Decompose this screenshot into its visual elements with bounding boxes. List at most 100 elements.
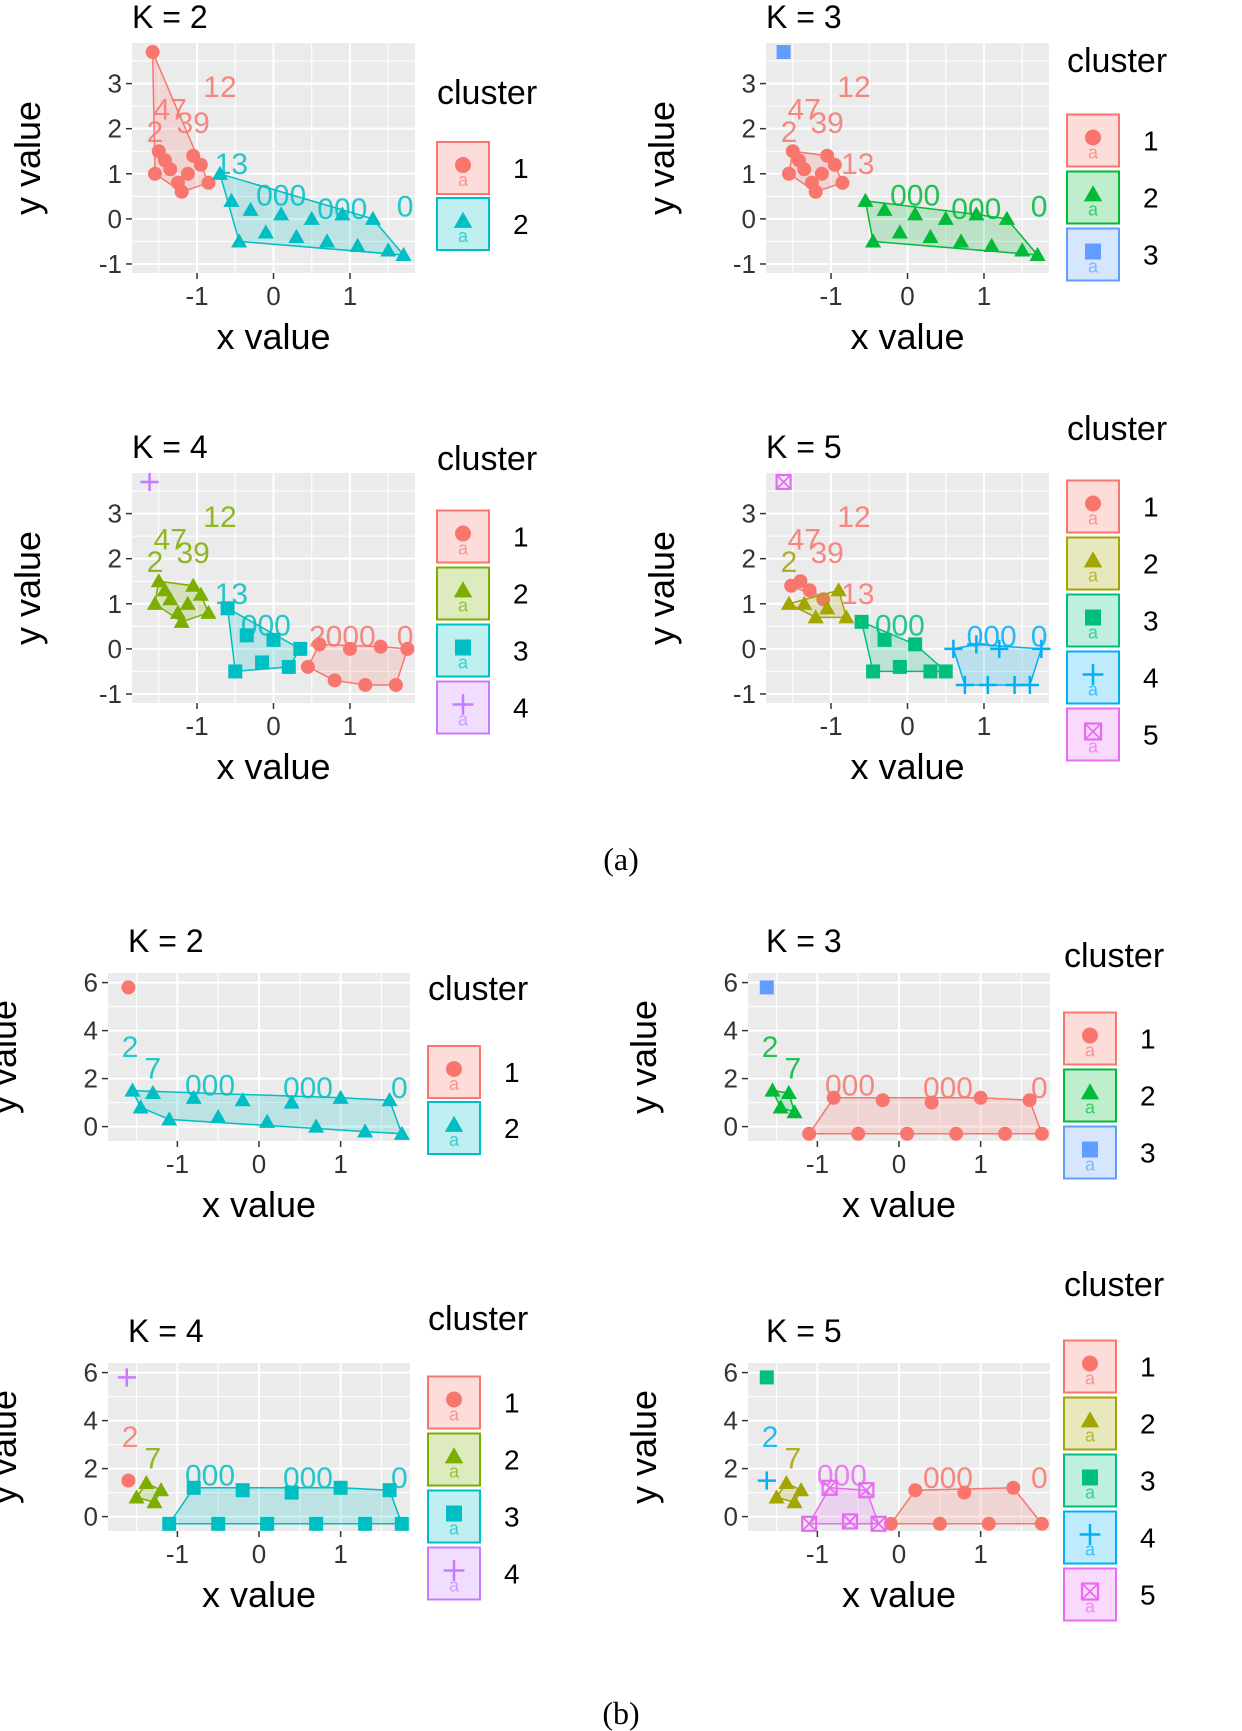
chart-b-k2-point-2-8 xyxy=(283,1094,300,1109)
chart-a-k5-label-1-0: 12 xyxy=(837,501,870,534)
chart-b-k2-legend-key-1 xyxy=(427,1045,481,1099)
chart-b-k3-label-2-0: 2 xyxy=(762,1031,779,1064)
chart-b-k3-point-1-1-mark xyxy=(826,1090,841,1105)
chart-a-k5-legend-symbol-1 xyxy=(1085,495,1101,512)
chart-b-k4-point-3-8 xyxy=(358,1516,373,1531)
chart-b-k3-legend-symbol-3-mark xyxy=(1082,1141,1098,1158)
chart-a-k4-point-1-5 xyxy=(373,639,388,654)
chart-b-k5-point-1-5 xyxy=(1006,1480,1021,1495)
chart-a-k3-point-1-5-mark xyxy=(808,184,823,199)
chart-b-k3-xtick-0: -1 xyxy=(806,1149,829,1179)
chart-a-k5-series-5 xyxy=(775,473,792,491)
chart-a-k4-point-3-6-mark xyxy=(293,641,308,656)
chart-a-k5-point-3-2-mark xyxy=(877,632,892,647)
chart-a-k4-point-2-0-mark xyxy=(146,595,163,610)
chart-b-k4-point-3-3 xyxy=(235,1483,250,1498)
chart-b-k3-label-1-2: 0 xyxy=(1031,1072,1048,1105)
chart-a-k3-point-2-5 xyxy=(922,228,939,243)
chart-a-k5-legend-symbol-4 xyxy=(1082,664,1104,685)
chart-a-k3-label-2-1: 000 xyxy=(951,193,1001,226)
chart-b-k2-point-2-6-mark xyxy=(234,1092,251,1107)
chart-a-k2-point-1-10 xyxy=(201,175,216,190)
chart-b-k5-title: K = 5 xyxy=(766,1313,842,1349)
chart-b-k2-point-1-0-mark xyxy=(121,980,136,995)
chart-a-k4-label-3-1: 000 xyxy=(241,609,291,642)
chart-a-k2-point-2-8 xyxy=(318,233,336,248)
chart-b-k5-point-1-4-mark xyxy=(981,1516,996,1531)
chart-a-k5-legend-label-3: 3 xyxy=(1143,606,1159,637)
chart-a-k5-point-4-5 xyxy=(1005,675,1024,695)
chart-a-k2-point-1-7-mark xyxy=(180,166,195,181)
chart-a-k3-legend-symbol-1 xyxy=(1085,129,1101,146)
chart-b-k2-point-2-5 xyxy=(210,1108,227,1124)
chart-a-k5-legend-symbol-3-mark xyxy=(1085,609,1101,626)
chart-a-k3-label-1-4: 13 xyxy=(841,148,874,181)
chart-a-k3-series-1: 12 472 39 13 xyxy=(781,71,874,199)
chart-a-k5-ytick-2: 1 xyxy=(742,589,756,619)
chart-a-k2-point-2-5 xyxy=(273,206,290,221)
chart-a-k3-point-2-4 xyxy=(907,206,924,221)
chart-b-k4-series-1: 2 xyxy=(121,1421,138,1488)
chart-b-k4-legend-title: cluster xyxy=(428,1300,528,1338)
chart-b-k5-legend-glyph-5: a xyxy=(1085,1597,1096,1617)
chart-a-k2-xtick-1: 0 xyxy=(266,281,280,311)
chart-b-k4-point-3-5 xyxy=(284,1485,299,1500)
chart-a-k5-point-3-2 xyxy=(877,632,892,647)
chart-a-k5-point-4-6 xyxy=(1020,675,1039,695)
chart-b-k5-legend-symbol-5-d2 xyxy=(1081,1582,1099,1601)
chart-a-k3-point-2-9 xyxy=(983,237,1000,252)
chart-a-k2-point-2-7-mark xyxy=(303,210,320,225)
chart-b-k4-point-3-7 xyxy=(333,1480,348,1495)
chart-b-k4-legend-symbol-2-mark xyxy=(444,1447,464,1464)
chart-a-k3-legend-symbol-1-mark xyxy=(1085,129,1101,146)
chart-a-k4-series-4 xyxy=(140,472,159,492)
chart-b-k4-point-1-0-mark xyxy=(121,1473,136,1488)
chart-b-k2-point-2-10 xyxy=(332,1089,349,1104)
chart-a-k2-point-2-13-mark xyxy=(395,246,412,261)
chart-a-k3-point-2-8 xyxy=(968,206,985,221)
chart-a-k2-point-2-12 xyxy=(380,242,397,257)
chart-b-k2-xtick-0: -1 xyxy=(166,1149,189,1179)
chart-b-k3-legend-symbol-2-mark xyxy=(1080,1083,1100,1100)
chart-b-k2-point-2-1-mark xyxy=(132,1099,149,1114)
chart-b-k4-legend-symbol-3-mark xyxy=(446,1505,462,1522)
chart-a-k4-legend-symbol-4 xyxy=(452,694,474,715)
chart-b-k4-legend-glyph-4: a xyxy=(449,1576,460,1596)
chart-b-k2-point-2-11-mark xyxy=(357,1123,374,1138)
chart-a-k2-point-2-9-mark xyxy=(334,206,351,221)
chart-b-k5-label-2-0: 7 xyxy=(785,1443,802,1476)
chart-a-k5-ylabel: y value xyxy=(641,531,682,645)
chart-b-k3-point-2-3-mark xyxy=(786,1104,803,1119)
chart-a-k2-point-2-1 xyxy=(223,192,240,207)
chart-b-k4-point-2-3-mark xyxy=(153,1482,170,1497)
chart-a-k5-point-4-3 xyxy=(978,675,997,695)
chart-a-k2-point-1-6 xyxy=(174,184,189,199)
chart-a-k5-legend-glyph-5: a xyxy=(1088,737,1099,757)
chart-a-k4-point-2-8 xyxy=(192,586,209,601)
chart-a-k3-point-1-0 xyxy=(781,166,796,181)
chart-a-k4-legend-label-1: 1 xyxy=(513,522,529,553)
chart-b-k5-legend-key-5 xyxy=(1063,1567,1117,1622)
chart-b-k4-series-4 xyxy=(117,1368,136,1387)
chart-a-k2-legend-symbol-2-mark xyxy=(453,211,473,228)
chart-b-k5-legend-label-2: 2 xyxy=(1140,1409,1156,1440)
chart-a-k5-point-2-3-mark xyxy=(819,600,836,615)
chart-a-k5-label-3-0: 000 xyxy=(875,609,925,642)
chart-b-k3-point-1-2-mark xyxy=(851,1126,866,1141)
chart-b-k2-legend-label-2: 2 xyxy=(504,1113,520,1144)
chart-a-k4-legend-symbol-3-mark xyxy=(455,639,471,656)
chart-b-k3-ytick-1: 2 xyxy=(724,1064,738,1094)
chart-b-k2-point-2-2-mark xyxy=(144,1084,161,1100)
chart-b-k5-series-2: 7 xyxy=(768,1443,810,1509)
chart-b-k3-point-1-0 xyxy=(802,1126,817,1141)
chart-b-k4-ytick-0: 0 xyxy=(84,1502,98,1532)
chart-a-k3-point-2-0 xyxy=(857,192,874,207)
chart-a-k2-point-1-9-mark xyxy=(193,157,208,172)
chart-b-k4-point-3-4-mark xyxy=(260,1516,275,1531)
chart-b-k3-point-1-5 xyxy=(924,1095,939,1110)
chart-a-k4-point-2-3 xyxy=(162,591,179,606)
